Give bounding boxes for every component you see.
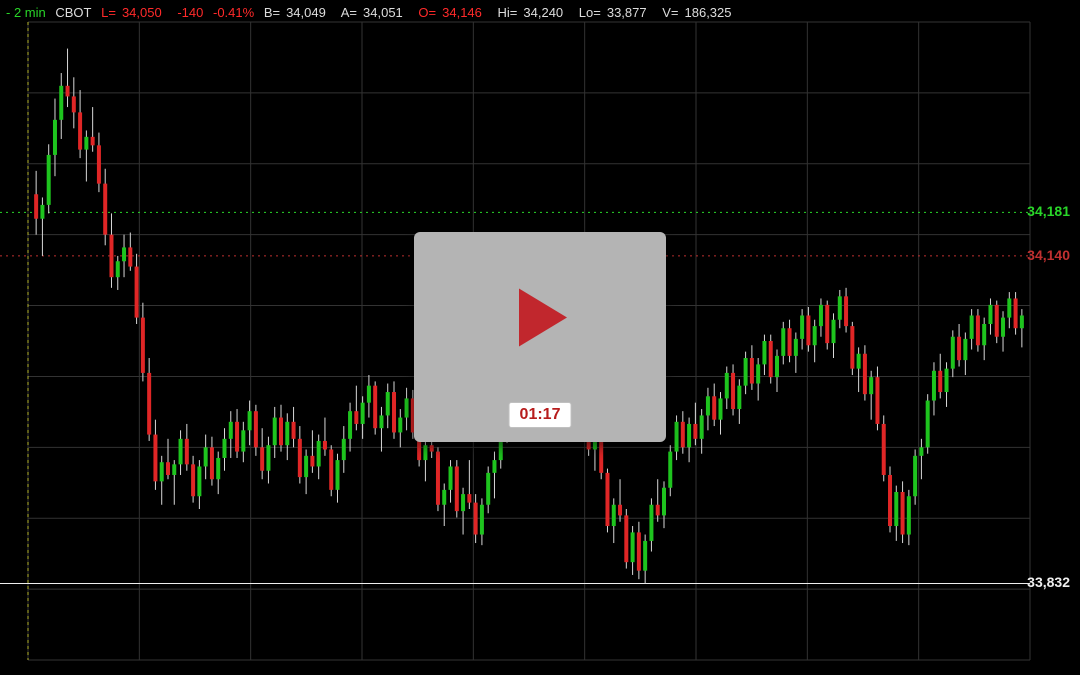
ask-value: A=34,051: [341, 5, 409, 20]
low-value: Lo=33,877: [579, 5, 653, 20]
video-play-overlay[interactable]: 01:17: [414, 232, 666, 442]
exchange-label: CBOT: [55, 5, 91, 20]
price-ref-label: 34,140: [1027, 247, 1070, 263]
price-ref-label: 33,832: [1027, 574, 1070, 590]
volume-value: V=186,325: [662, 5, 737, 20]
open-value: O=34,146: [418, 5, 487, 20]
interval-label: - 2 min: [6, 5, 46, 20]
change-percent: -0.41%: [213, 5, 254, 20]
bid-value: B=34,049: [264, 5, 332, 20]
change-value: -140: [177, 5, 203, 20]
high-value: Hi=34,240: [498, 5, 570, 20]
last-price: L=34,050: [101, 5, 168, 20]
play-icon: [505, 283, 575, 358]
price-ref-label: 34,181: [1027, 203, 1070, 219]
video-timestamp: 01:17: [509, 402, 572, 428]
ticker-header: - 2 min CBOT L=34,050 -140 -0.41% B=34,0…: [6, 4, 744, 22]
